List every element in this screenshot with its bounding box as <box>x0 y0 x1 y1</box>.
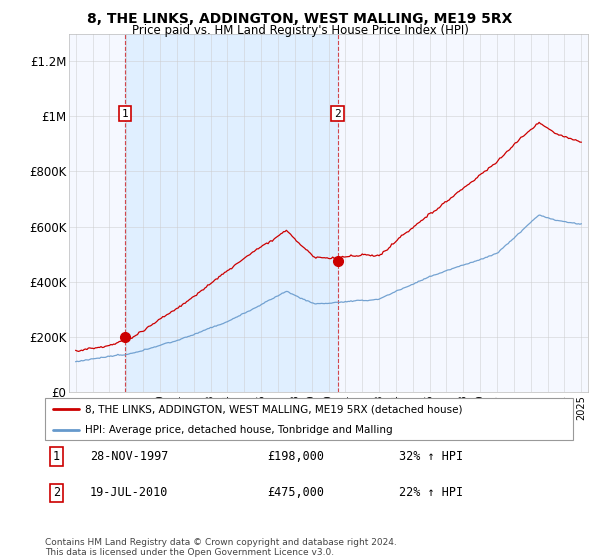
Text: 32% ↑ HPI: 32% ↑ HPI <box>399 450 463 463</box>
Text: Contains HM Land Registry data © Crown copyright and database right 2024.
This d: Contains HM Land Registry data © Crown c… <box>45 538 397 557</box>
Text: 2: 2 <box>334 109 341 119</box>
Text: 1: 1 <box>121 109 128 119</box>
Text: £475,000: £475,000 <box>267 486 324 499</box>
Text: 28-NOV-1997: 28-NOV-1997 <box>90 450 168 463</box>
Text: 2: 2 <box>53 486 60 499</box>
Text: £198,000: £198,000 <box>267 450 324 463</box>
Text: 8, THE LINKS, ADDINGTON, WEST MALLING, ME19 5RX: 8, THE LINKS, ADDINGTON, WEST MALLING, M… <box>88 12 512 26</box>
Text: 19-JUL-2010: 19-JUL-2010 <box>90 486 168 499</box>
Text: 1: 1 <box>53 450 60 463</box>
Text: HPI: Average price, detached house, Tonbridge and Malling: HPI: Average price, detached house, Tonb… <box>85 426 392 435</box>
Text: Price paid vs. HM Land Registry's House Price Index (HPI): Price paid vs. HM Land Registry's House … <box>131 24 469 37</box>
Bar <box>125 34 338 392</box>
Text: 22% ↑ HPI: 22% ↑ HPI <box>399 486 463 499</box>
FancyBboxPatch shape <box>45 398 573 440</box>
Text: 8, THE LINKS, ADDINGTON, WEST MALLING, ME19 5RX (detached house): 8, THE LINKS, ADDINGTON, WEST MALLING, M… <box>85 404 462 414</box>
